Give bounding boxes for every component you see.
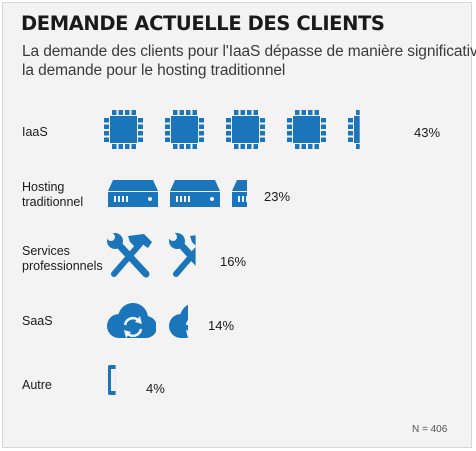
value-label-autre: 4%	[146, 381, 165, 396]
chart-panel	[2, 2, 472, 448]
server-rack-icon	[104, 110, 143, 149]
category-label-iaas: IaaS	[22, 125, 48, 139]
server-rack-icon	[348, 110, 360, 149]
value-label-iaas: 43%	[414, 125, 441, 140]
server-unit-icon	[170, 180, 220, 207]
hammer-wrench-icon	[107, 233, 152, 278]
category-label-services: Services professionnels	[22, 244, 103, 273]
hammer-wrench-icon	[169, 233, 196, 277]
server-rack-icon	[287, 110, 326, 149]
cloud-sync-icon	[169, 304, 188, 338]
sample-size-note: N = 406	[412, 424, 448, 435]
chart-subtitle-line-1: La demande des clients pour l'IaaS dépas…	[22, 43, 476, 60]
value-label-services: 16%	[220, 254, 247, 269]
server-unit-icon	[232, 180, 247, 207]
chart-title: DEMANDE ACTUELLE DES CLIENTS	[21, 12, 385, 35]
server-rack-icon	[165, 110, 204, 149]
cloud-sync-icon	[107, 303, 156, 338]
category-label-hosting: Hosting traditionnel	[22, 180, 84, 209]
chart-subtitle-line-2: la demande pour le hosting traditionnel	[22, 62, 286, 79]
category-label-saas: SaaS	[22, 314, 53, 328]
value-label-saas: 14%	[208, 318, 235, 333]
server-unit-icon	[108, 180, 158, 207]
category-label-autre: Autre	[22, 378, 52, 392]
value-label-hosting: 23%	[264, 189, 291, 204]
server-rack-icon	[226, 110, 265, 149]
monitor-icon	[108, 365, 116, 395]
